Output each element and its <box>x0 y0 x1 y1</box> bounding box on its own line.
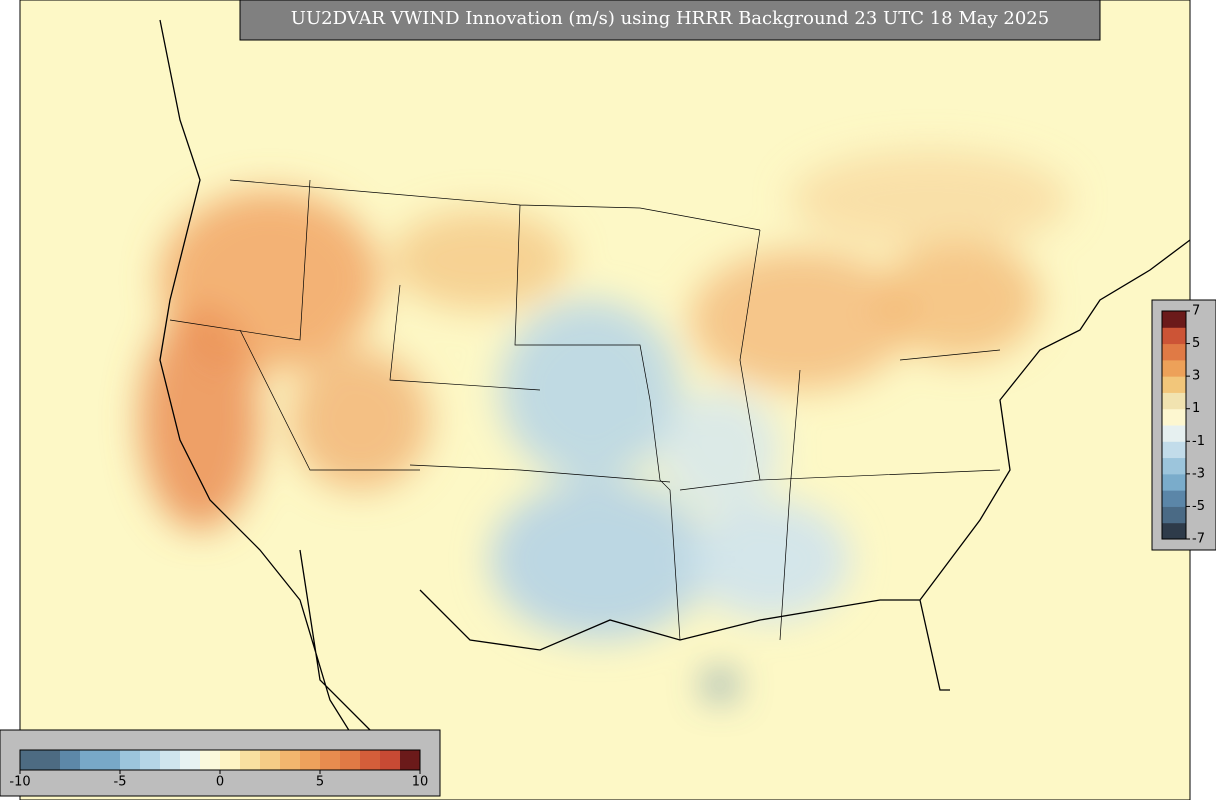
colorbar-segment <box>280 750 301 770</box>
coastline <box>159 19 1191 781</box>
colorbar-segment <box>1162 441 1186 459</box>
tick-label: 7 <box>1192 304 1200 319</box>
colorbar-segment <box>1162 408 1186 426</box>
colorbar-segment <box>300 750 321 770</box>
tick-label: 5 <box>316 775 324 790</box>
tick-label: -5 <box>1192 499 1205 514</box>
tick-label: 5 <box>1192 336 1200 351</box>
colorbar-segment <box>340 750 361 770</box>
tick-label: 3 <box>1192 369 1200 384</box>
colorbar-segment <box>1162 376 1186 393</box>
colorbar-segment <box>200 750 221 770</box>
colorbar-segment <box>1162 457 1186 475</box>
colorbar-segment <box>80 750 101 770</box>
colorbar-segment <box>260 750 281 770</box>
tick-label: -1 <box>1192 434 1205 449</box>
colorbar-segment <box>160 750 181 770</box>
colorbar-segment <box>120 750 141 770</box>
colorbar-segment <box>40 750 61 770</box>
tick-label: 1 <box>1192 401 1200 416</box>
tick-label: -5 <box>114 775 127 790</box>
state-borders <box>169 179 1001 641</box>
colorbar-segment <box>1162 327 1186 345</box>
map-title: UU2DVAR VWIND Innovation (m/s) using HRR… <box>291 8 1049 29</box>
colorbar-segment <box>20 750 41 770</box>
colorbar-segment <box>60 750 81 770</box>
colorbar-segment <box>400 750 421 770</box>
tick-label: -7 <box>1192 532 1205 547</box>
colorbar-segment <box>1162 343 1186 361</box>
title-box <box>239 0 1101 41</box>
tick-label: -10 <box>9 775 30 790</box>
colorbar-segment <box>360 750 381 770</box>
colorbar-segment <box>1162 490 1186 507</box>
colorbar-segment <box>320 750 341 770</box>
colorbar-segment <box>140 750 161 770</box>
tick-label: 0 <box>216 775 224 790</box>
colorbar-segment <box>1162 473 1186 491</box>
colorbar-outline <box>1161 310 1187 540</box>
colorbar-segment <box>1162 506 1186 524</box>
colorbar-segment <box>100 750 121 770</box>
colorbar-segment <box>1162 392 1186 410</box>
colorbar-segment <box>240 750 261 770</box>
colorbar-segment <box>1162 311 1186 328</box>
colorbar-segment <box>1162 522 1186 540</box>
tick-label: 10 <box>412 775 429 790</box>
colorbar-segment <box>180 750 201 770</box>
tick-label: -3 <box>1192 466 1205 481</box>
colorbar-segment <box>220 750 241 770</box>
colorbar-segment <box>1162 359 1186 377</box>
colorbar-segment <box>380 750 401 770</box>
colorbar-segment <box>1162 425 1186 442</box>
